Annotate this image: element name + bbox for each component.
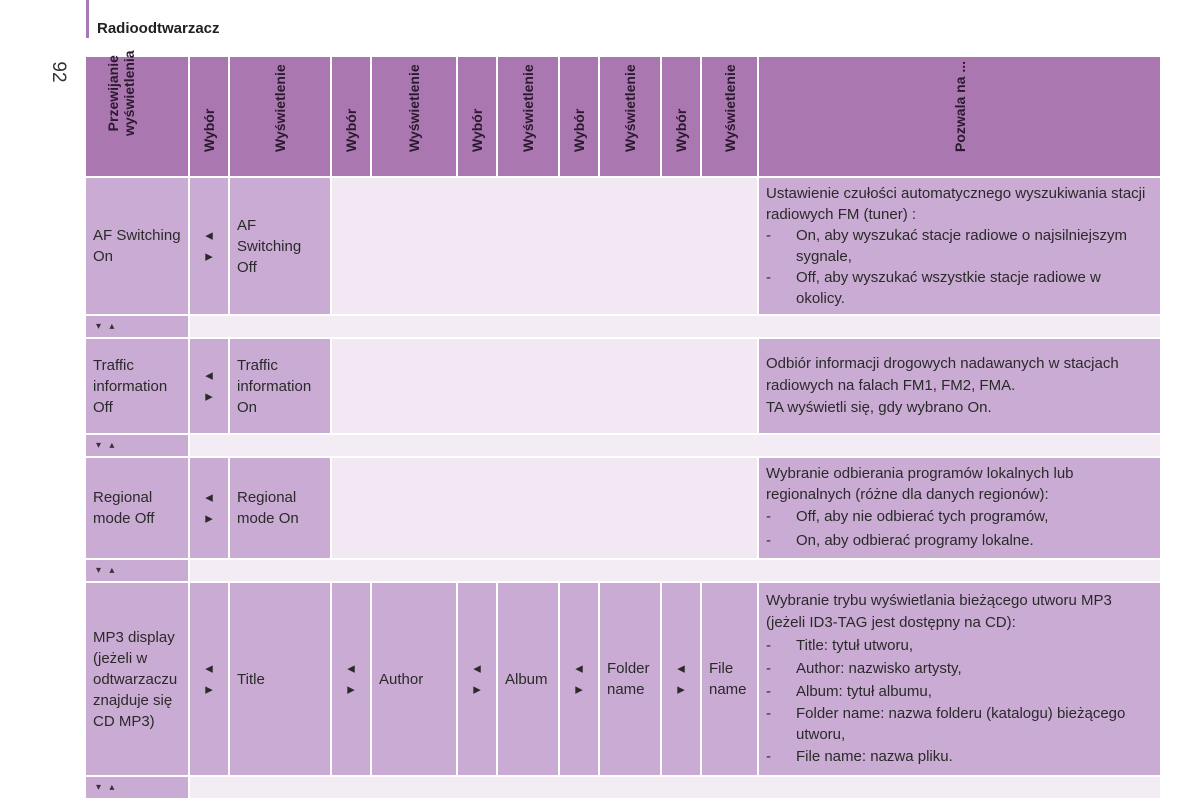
- description-extra: TA wyświetli się, gdy wybrano On.: [766, 399, 992, 416]
- left-arrow-icon: ◂: [677, 660, 685, 677]
- list-item: - Album: tytuł albumu,: [766, 683, 932, 700]
- list-item: - Title: tytuł utworu,: [766, 637, 913, 654]
- left-arrow-icon: ◂: [473, 660, 481, 677]
- current-display-cell: Regional mode Off: [86, 458, 188, 558]
- right-arrow-icon: ▸: [205, 510, 213, 527]
- navigation-row: ▾ ▴: [86, 316, 1160, 337]
- right-arrow-icon: ▸: [205, 248, 213, 265]
- col-header-allows: Pozwala na ...: [759, 57, 1160, 176]
- current-display-cell: AF Switching On: [86, 178, 188, 314]
- option-display-cell: Title: [230, 583, 330, 775]
- table-row: AF Switching On ◂ ▸ AF Switching Off Usta…: [86, 178, 1160, 314]
- right-arrow-icon: ▸: [205, 388, 213, 405]
- option-display-cell: Album: [498, 583, 558, 775]
- select-arrows: ◂ ▸: [190, 178, 228, 314]
- select-arrows: ◂ ▸: [190, 339, 228, 433]
- col-header-display: Wyświetlenie: [600, 57, 660, 176]
- list-item: - Off, aby nie odbierać tych programów,: [766, 508, 1049, 525]
- list-item: - Folder name: nazwa folderu (katalogu) b…: [766, 705, 1126, 743]
- list-item: - On, aby wyszukać stacje radiowe o najsi…: [766, 227, 1127, 265]
- empty-cell: [332, 458, 757, 558]
- col-header-display: Wyświetlenie: [702, 57, 757, 176]
- nav-arrows: ▾ ▴: [86, 777, 188, 798]
- select-arrows: ◂ ▸: [458, 583, 496, 775]
- left-arrow-icon: ◂: [205, 489, 213, 506]
- navigation-row: ▾ ▴: [86, 560, 1160, 581]
- col-header-select: Wybór: [458, 57, 496, 176]
- right-arrow-icon: ▸: [205, 681, 213, 698]
- select-arrows: ◂ ▸: [332, 583, 370, 775]
- page-number: 92: [48, 61, 69, 83]
- settings-table: Przewijanie wyświetlenia Wybór Wyświetlen…: [84, 50, 1162, 800]
- col-header-display: Wyświetlenie: [372, 57, 456, 176]
- description-cell: Ustawienie czułości automatycznego wyszu…: [759, 178, 1160, 314]
- section-accent-bar: [86, 0, 89, 38]
- right-arrow-icon: ▸: [347, 681, 355, 698]
- select-arrows: ◂ ▸: [662, 583, 700, 775]
- description-intro: Wybranie trybu wyświetlania bieżącego ut…: [766, 592, 1112, 631]
- description-intro: Ustawienie czułości automatycznego wyszu…: [766, 185, 1146, 223]
- nav-arrows: ▾ ▴: [86, 435, 188, 456]
- table-row: Traffic information Off ◂ ▸ Traffic infor…: [86, 339, 1160, 433]
- description-cell: Wybranie odbierania programów lokalnych …: [759, 458, 1160, 558]
- col-header-select: Wybór: [560, 57, 598, 176]
- description-intro: Odbiór informacji drogowych nadawanych w…: [766, 355, 1119, 394]
- down-arrow-icon: ▾: [96, 321, 102, 332]
- select-arrows: ◂ ▸: [190, 583, 228, 775]
- col-header-display: Wyświetlenie: [230, 57, 330, 176]
- description-cell: Wybranie trybu wyświetlania bieżącego ut…: [759, 583, 1160, 775]
- list-item: - On, aby odbierać programy lokalne.: [766, 532, 1034, 549]
- down-arrow-icon: ▾: [96, 565, 102, 576]
- down-arrow-icon: ▾: [96, 782, 102, 793]
- down-arrow-icon: ▾: [96, 440, 102, 451]
- right-arrow-icon: ▸: [677, 681, 685, 698]
- right-arrow-icon: ▸: [575, 681, 583, 698]
- navigation-row: ▾ ▴: [86, 435, 1160, 456]
- option-display-cell: Folder name: [600, 583, 660, 775]
- empty-cell: [332, 339, 757, 433]
- table-row: Regional mode Off ◂ ▸ Regional mode On Wy…: [86, 458, 1160, 558]
- left-arrow-icon: ◂: [347, 660, 355, 677]
- right-arrow-icon: ▸: [473, 681, 481, 698]
- description-intro: Wybranie odbierania programów lokalnych …: [766, 465, 1074, 503]
- col-header-select: Wybór: [190, 57, 228, 176]
- navigation-row: ▾ ▴: [86, 777, 1160, 798]
- description-cell: Odbiór informacji drogowych nadawanych w…: [759, 339, 1160, 433]
- up-arrow-icon: ▴: [109, 565, 115, 576]
- select-arrows: ◂ ▸: [560, 583, 598, 775]
- left-arrow-icon: ◂: [575, 660, 583, 677]
- option-display-cell: File name: [702, 583, 757, 775]
- col-header-display: Wyświetlenie: [498, 57, 558, 176]
- empty-cell: [332, 178, 757, 314]
- option-display-cell: Traffic information On: [230, 339, 330, 433]
- up-arrow-icon: ▴: [109, 440, 115, 451]
- select-arrows: ◂ ▸: [190, 458, 228, 558]
- list-item: - Author: nazwisko artysty,: [766, 660, 962, 677]
- left-arrow-icon: ◂: [205, 227, 213, 244]
- option-display-cell: Regional mode On: [230, 458, 330, 558]
- list-item: - Off, aby wyszukać wszystkie stacje radi…: [766, 269, 1101, 307]
- option-display-cell: AF Switching Off: [230, 178, 330, 314]
- left-arrow-icon: ◂: [205, 367, 213, 384]
- option-display-cell: Author: [372, 583, 456, 775]
- col-header-scroll: Przewijanie wyświetlenia: [86, 50, 188, 176]
- current-display-cell: MP3 display (jeżeli w odtwarzaczu znajdu…: [86, 583, 188, 775]
- col-header-select: Wybór: [662, 57, 700, 176]
- nav-arrows: ▾ ▴: [86, 316, 188, 337]
- left-arrow-icon: ◂: [205, 660, 213, 677]
- table-header-row: Przewijanie wyświetlenia Wybór Wyświetlen…: [86, 50, 1160, 176]
- col-header-select: Wybór: [332, 57, 370, 176]
- table-row: MP3 display (jeżeli w odtwarzaczu znajdu…: [86, 583, 1160, 775]
- section-title: Radioodtwarzacz: [97, 20, 220, 37]
- list-item: - File name: nazwa pliku.: [766, 748, 953, 765]
- up-arrow-icon: ▴: [109, 782, 115, 793]
- up-arrow-icon: ▴: [109, 321, 115, 332]
- current-display-cell: Traffic information Off: [86, 339, 188, 433]
- nav-arrows: ▾ ▴: [86, 560, 188, 581]
